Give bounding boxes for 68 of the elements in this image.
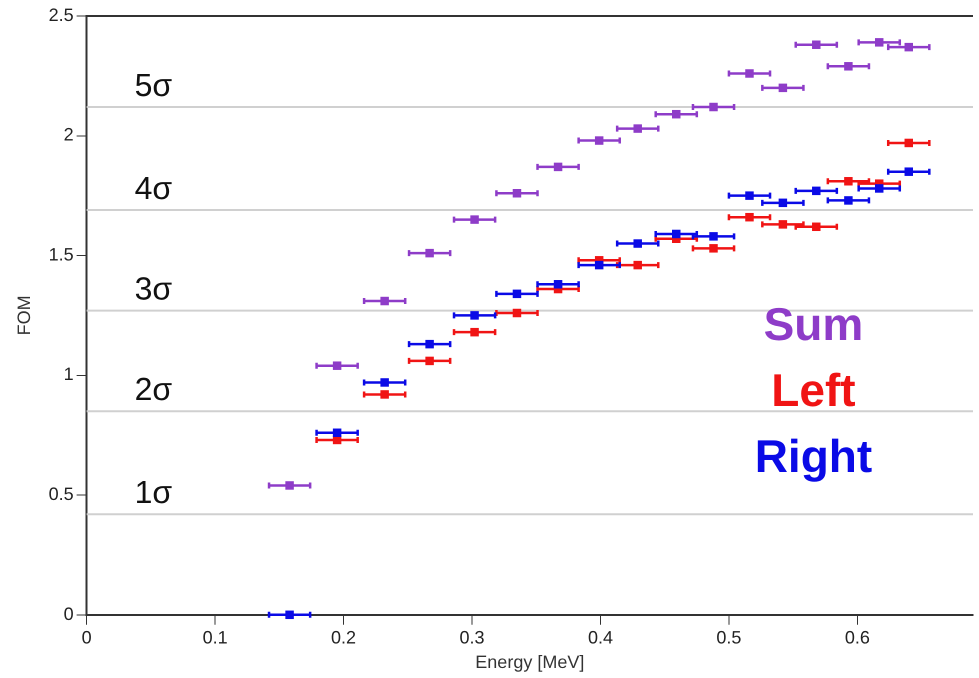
point [633,124,642,133]
point [470,311,479,320]
ref-line-label: 5σ [134,66,172,103]
point [332,361,342,370]
point [285,610,294,620]
point [512,189,522,198]
x-axis-title: Energy [MeV] [475,652,584,672]
point [380,296,389,306]
point [672,230,680,238]
point [594,136,604,145]
y-tick-label: 0 [64,604,74,624]
point [554,280,562,289]
point [904,138,914,148]
x-tick-label: 0 [82,628,92,648]
point [778,84,788,92]
point [844,196,853,205]
point [904,167,914,176]
point [844,177,853,186]
y-tick-label: 2 [64,124,74,145]
point [332,428,342,438]
point [844,62,853,71]
ref-line-label: 4σ [134,170,172,206]
point [380,378,389,387]
point [425,340,434,348]
x-tick-label: 0.2 [331,628,356,648]
point [425,248,434,258]
point [745,191,754,200]
ref-line-label: 2σ [134,371,172,408]
text: Left [771,364,856,416]
point [633,260,642,270]
point [425,356,434,366]
point [512,308,522,318]
text: Right [754,430,872,482]
point [778,198,788,208]
point [380,390,389,399]
point [812,186,821,196]
point [874,38,884,47]
text: Sum [764,298,864,350]
point [745,212,754,222]
point [512,290,522,298]
x-tick-label: 0.4 [588,628,613,648]
x-tick-label: 0.6 [844,628,870,648]
point [812,222,821,232]
point [594,260,604,270]
point [633,239,642,248]
y-tick-label: 0.5 [48,484,74,504]
x-tick-label: 0.3 [459,628,485,648]
point [285,481,294,490]
point [709,244,718,253]
y-tick-label: 1 [64,364,74,384]
ref-line-label: 3σ [134,270,172,306]
x-tick-label: 0.1 [202,628,228,648]
ref-line-label: 1σ [134,474,172,510]
point [709,232,718,241]
point [745,69,754,78]
point [874,184,884,193]
point [470,328,479,336]
y-tick-label: 1.5 [48,244,74,264]
point [812,40,821,49]
point [470,215,479,224]
point [672,110,680,118]
point [778,220,788,229]
x-tick-label: 0.5 [716,628,742,648]
point [709,102,718,112]
point [904,42,914,52]
y-axis-title: FOM [14,295,34,336]
y-tick-label: 2.5 [48,4,74,25]
point [554,162,562,172]
